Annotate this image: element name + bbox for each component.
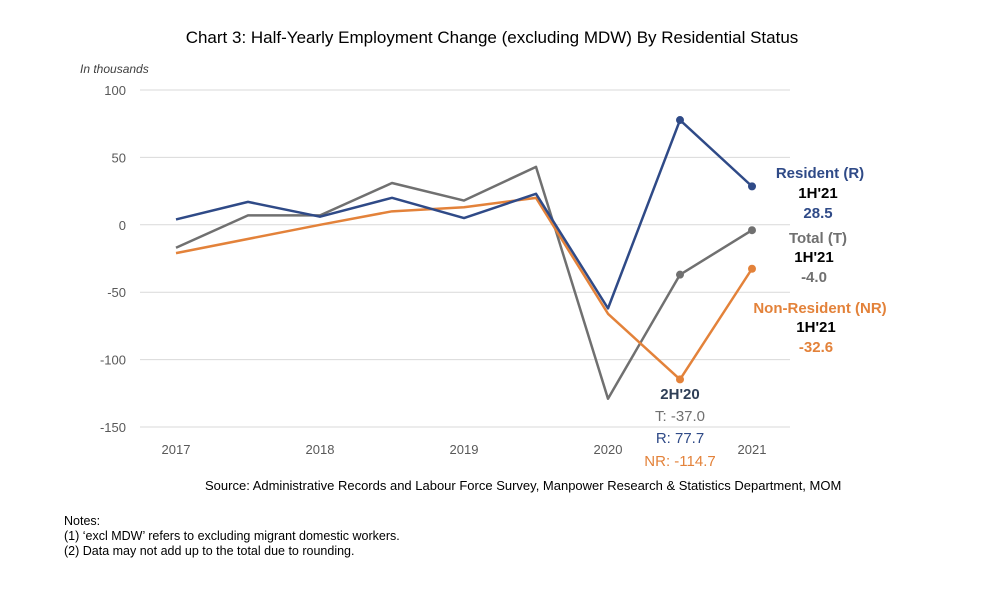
source-note: Source: Administrative Records and Labou… — [205, 478, 842, 493]
y-axis-ticks: 100 50 0 -50 -100 -150 — [100, 83, 126, 435]
y-tick-label: 100 — [104, 83, 126, 98]
resident-period-label: 1H'21 — [798, 185, 837, 202]
y-tick-label: 0 — [119, 218, 126, 233]
y-tick-label: -100 — [100, 353, 126, 368]
series-points — [676, 116, 756, 384]
h2-20-non-resident-label: NR: -114.7 — [644, 453, 715, 470]
non-resident-series-line — [175, 196, 754, 381]
resident-data-point — [748, 182, 756, 191]
total-series-line — [175, 165, 753, 400]
y-tick-label: -150 — [100, 420, 126, 435]
h2-20-period-label: 2H'20 — [660, 386, 699, 403]
total-data-point — [748, 226, 756, 235]
x-tick-label: 2017 — [162, 442, 191, 457]
note-item-2: (2) Data may not add up to the total due… — [64, 544, 355, 558]
non-resident-series-label: Non-Resident (NR) — [753, 300, 886, 317]
total-series-label: Total (T) — [789, 230, 847, 247]
y-axis-unit-label: In thousands — [80, 62, 149, 76]
x-tick-label: 2021 — [738, 442, 767, 457]
chart-title: Chart 3: Half-Yearly Employment Change (… — [185, 28, 799, 47]
resident-data-point — [676, 116, 684, 125]
resident-series-line — [175, 118, 753, 310]
non-resident-period-label: 1H'21 — [796, 319, 835, 336]
non-resident-data-point — [676, 375, 684, 384]
total-data-point — [676, 270, 684, 279]
resident-value-label: 28.5 — [803, 205, 832, 222]
h2-20-total-label: T: -37.0 — [655, 408, 705, 425]
series-lines — [175, 118, 754, 400]
non-resident-data-point — [748, 264, 756, 273]
notes: Notes: (1) ‘excl MDW’ refers to excludin… — [64, 514, 400, 559]
total-period-label: 1H'21 — [794, 249, 833, 266]
x-tick-label: 2018 — [306, 442, 335, 457]
gridlines — [140, 89, 790, 428]
non-resident-value-label: -32.6 — [799, 339, 833, 356]
y-tick-label: -50 — [107, 285, 126, 300]
total-value-label: -4.0 — [801, 269, 827, 286]
h2-20-resident-label: R: 77.7 — [656, 430, 704, 447]
x-axis-ticks: 2017 2018 2019 2020 2021 — [162, 442, 767, 457]
x-tick-label: 2020 — [594, 442, 623, 457]
resident-series-label: Resident (R) — [776, 165, 864, 182]
notes-heading: Notes: — [64, 514, 101, 528]
y-tick-label: 50 — [112, 150, 126, 165]
x-tick-label: 2019 — [450, 442, 479, 457]
note-item-1: (1) ‘excl MDW’ refers to excluding migra… — [64, 529, 400, 543]
